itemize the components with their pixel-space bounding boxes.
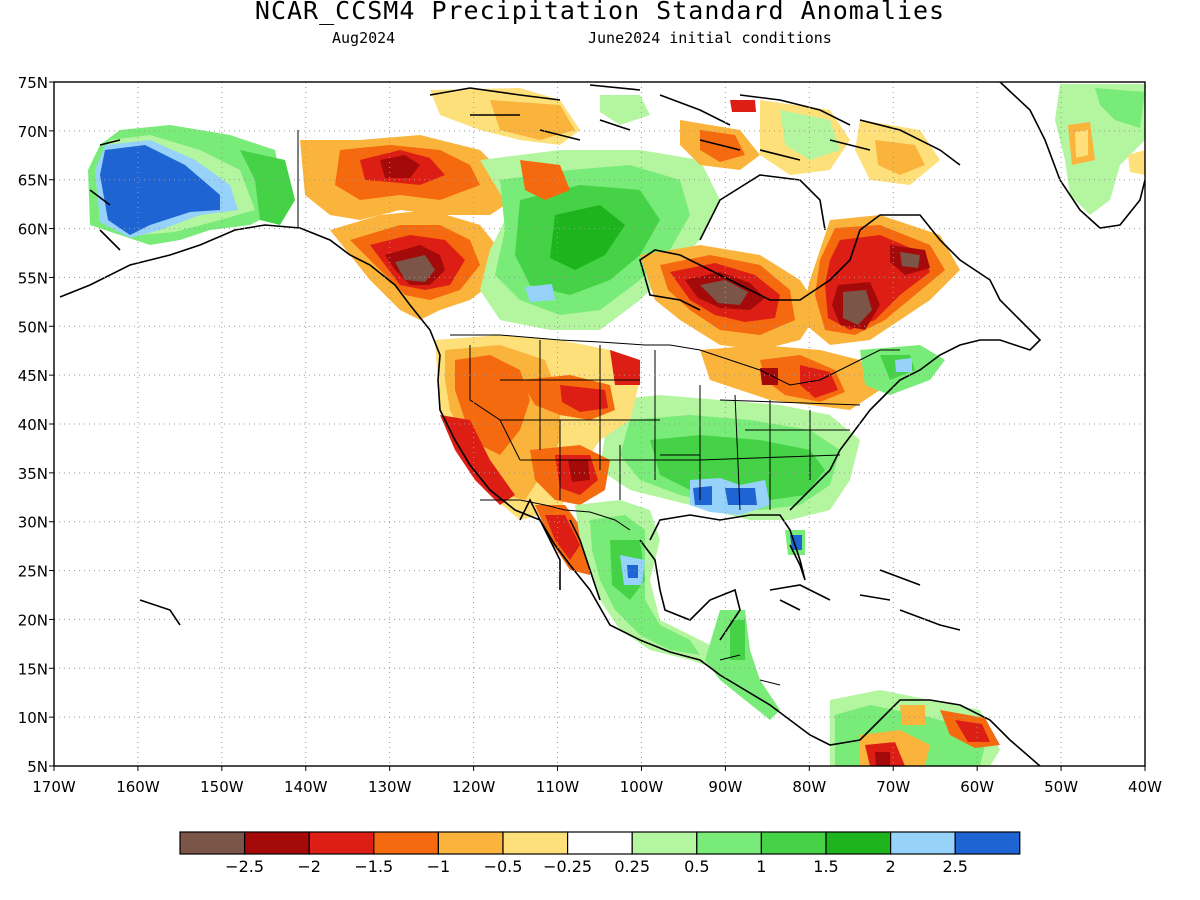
colorbar-swatch [437, 831, 504, 855]
colorbar-swatch [954, 831, 1021, 855]
coastlines [59, 82, 1145, 766]
lat-tick-label: 55N [18, 269, 48, 287]
lon-tick-label: 130W [368, 778, 412, 796]
colorbar-swatch [502, 831, 569, 855]
lon-tick-label: 150W [200, 778, 244, 796]
colorbar-label: −0.25 [543, 857, 592, 876]
borders [297, 130, 900, 686]
colorbar-label: −2.5 [225, 857, 264, 876]
colorbar-label: 0.5 [684, 857, 709, 876]
colorbar-swatch [825, 831, 892, 855]
lat-tick-label: 10N [18, 709, 48, 727]
colorbar: −2.5 −2 −1.5 −1 −0.5 −0.25 0.25 0.5 1 1.5 2 2.5 [179, 831, 1021, 876]
colorbar-swatch [179, 831, 246, 855]
axes: 170W 160W 150W 140W 130W 120W 110W 100W 90W 80W 70… [18, 74, 1162, 796]
colorbar-swatch [889, 831, 956, 855]
colorbar-swatch [308, 831, 375, 855]
colorbar-swatch [566, 831, 633, 855]
lon-tick-label: 80W [792, 778, 826, 796]
lon-tick-label: 110W [536, 778, 580, 796]
lon-tick-label: 90W [708, 778, 742, 796]
colorbar-swatch [760, 831, 827, 855]
lat-tick-label: 35N [18, 465, 48, 483]
colorbar-label: 1 [756, 857, 766, 876]
lat-tick-label: 40N [18, 416, 48, 434]
lon-tick-label: 50W [1044, 778, 1078, 796]
lon-tick-label: 40W [1128, 778, 1162, 796]
forecast-month: Aug2024 [332, 29, 396, 47]
colorbar-label: −0.5 [484, 857, 523, 876]
colorbar-swatch [631, 831, 698, 855]
lon-tick-label: 160W [116, 778, 160, 796]
colorbar-label: 2.5 [942, 857, 967, 876]
initial-conditions: June2024 initial conditions [588, 29, 832, 47]
lon-tick-label: 70W [876, 778, 910, 796]
colorbar-label: −1.5 [354, 857, 393, 876]
lat-tick-label: 70N [18, 123, 48, 141]
lat-tick-label: 75N [18, 74, 48, 92]
gridlines [54, 82, 1145, 766]
lon-tick-label: 140W [284, 778, 328, 796]
lat-tick-label: 50N [18, 318, 48, 336]
colorbar-label: −2 [297, 857, 321, 876]
lat-tick-label: 15N [18, 660, 48, 678]
lon-tick-label: 170W [32, 778, 76, 796]
lat-tick-label: 20N [18, 611, 48, 629]
lat-tick-label: 45N [18, 367, 48, 385]
colorbar-swatch [244, 831, 310, 855]
lon-tick-label: 60W [960, 778, 994, 796]
colorbar-swatch [696, 831, 762, 855]
colorbar-label: 1.5 [813, 857, 838, 876]
colorbar-label: 2 [886, 857, 896, 876]
lat-tick-label: 25N [18, 563, 48, 581]
lat-tick-label: 5N [27, 758, 48, 776]
map-title: NCAR_CCSM4 Precipitation Standard Anomal… [254, 0, 946, 25]
lat-tick-label: 65N [18, 172, 48, 190]
colorbar-label: 0.25 [614, 857, 650, 876]
lon-tick-label: 120W [452, 778, 496, 796]
lon-tick-label: 100W [620, 778, 664, 796]
lat-tick-label: 60N [18, 221, 48, 239]
colorbar-label: −1 [427, 857, 451, 876]
anomaly-field [59, 82, 1145, 766]
colorbar-swatch [373, 831, 439, 855]
lat-tick-label: 30N [18, 514, 48, 532]
